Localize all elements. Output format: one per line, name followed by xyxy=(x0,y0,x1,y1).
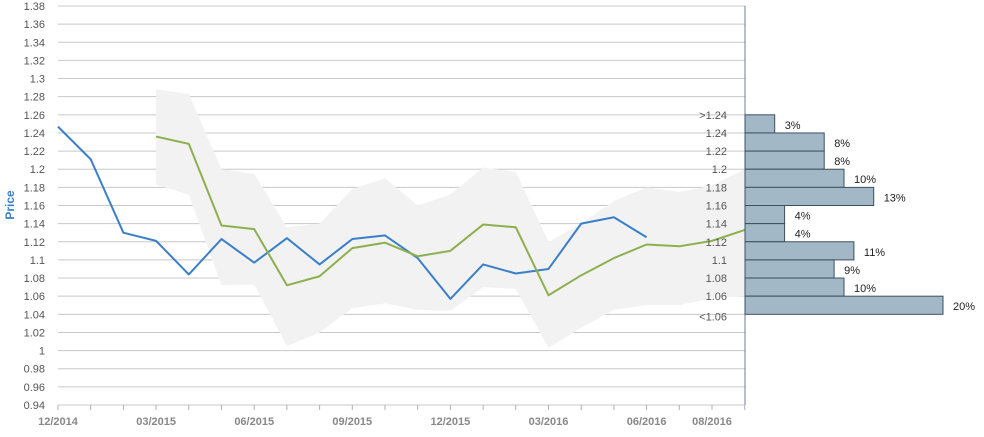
axes: 0.94 0.96 0.98 1 1.02 1.04 1.06 1.08 1.1 1.12 1.14… xyxy=(24,1,746,428)
y-tick-label: 1.16 xyxy=(24,201,45,213)
histogram-value-label: 4% xyxy=(795,211,811,223)
x-tick-label: 03/2015 xyxy=(136,416,176,428)
histogram-bin-label: 1.22 xyxy=(706,146,727,158)
histogram-bin-label: 1.2 xyxy=(712,164,727,176)
y-tick-label: 1 xyxy=(39,346,45,358)
histogram-value-label: 9% xyxy=(844,265,860,277)
histogram-bin-label: 1.1 xyxy=(712,255,727,267)
y-tick-label: 1.26 xyxy=(24,110,45,122)
histogram-bar xyxy=(744,186,875,206)
forecast-band-area xyxy=(156,89,745,348)
x-tick-label: 12/2014 xyxy=(38,416,79,428)
histogram-bar xyxy=(744,223,786,243)
x-tick-label: 06/2016 xyxy=(627,416,667,428)
series-line-2 xyxy=(155,135,746,297)
y-tick-label: 1.28 xyxy=(24,92,45,104)
y-tick-label: 1.3 xyxy=(30,74,45,86)
histogram-bar xyxy=(744,277,845,297)
histogram-bin-label: 1.12 xyxy=(706,237,727,249)
histogram-bin-label: 1.08 xyxy=(706,273,727,285)
histogram-value-label: 10% xyxy=(854,174,876,186)
histogram: >1.24 3% 1.24 8% 1.22 8% 1.2 10% 1.18 13% 1.16 4% 1.… xyxy=(699,110,975,323)
y-tick-label: 0.94 xyxy=(24,400,45,412)
histogram-value-label: 3% xyxy=(785,120,801,132)
y-tick-label: 1.18 xyxy=(24,182,45,194)
series-lines xyxy=(57,125,746,300)
y-tick-label: 1.06 xyxy=(24,291,45,303)
histogram-value-label: 13% xyxy=(884,192,906,204)
x-tick-label: 03/2016 xyxy=(529,416,569,428)
histogram-value-label: 8% xyxy=(834,156,850,168)
y-tick-label: 1.14 xyxy=(24,219,45,231)
y-tick-label: 0.96 xyxy=(24,382,45,394)
y-tick-label: 1.24 xyxy=(24,128,45,140)
y-tick-label: 1.38 xyxy=(24,1,45,13)
series-line-1 xyxy=(57,125,648,300)
histogram-bin-label: 1.14 xyxy=(706,219,727,231)
y-tick-label: 1.04 xyxy=(24,309,45,321)
y-tick-label: 1.08 xyxy=(24,273,45,285)
histogram-value-label: 4% xyxy=(795,229,811,241)
histogram-bar xyxy=(744,114,776,134)
y-tick-label: 1.12 xyxy=(24,237,45,249)
histogram-value-label: 10% xyxy=(854,283,876,295)
histogram-value-label: 20% xyxy=(953,301,975,313)
histogram-bin-label: 1.06 xyxy=(706,291,727,303)
histogram-bin-label: 1.16 xyxy=(706,201,727,213)
histogram-bin-label: 1.24 xyxy=(706,128,727,140)
y-tick-label: 1.22 xyxy=(24,146,45,158)
gridlines xyxy=(58,5,745,406)
forecast-band xyxy=(156,89,745,348)
x-tick-label: 09/2015 xyxy=(332,416,372,428)
y-tick-label: 1.34 xyxy=(24,37,45,49)
x-tick-label: 08/2016 xyxy=(692,416,732,428)
y-tick-label: 1.1 xyxy=(30,255,45,267)
histogram-bar xyxy=(744,241,855,261)
y-tick-label: 1.2 xyxy=(30,164,45,176)
histogram-value-label: 11% xyxy=(864,247,885,259)
x-tick-label: 12/2015 xyxy=(431,416,471,428)
histogram-bin-label: 1.18 xyxy=(706,182,727,194)
histogram-bar xyxy=(744,168,845,188)
histogram-bar xyxy=(744,259,835,279)
histogram-bar xyxy=(744,150,825,170)
histogram-bar xyxy=(744,205,786,225)
y-axis-label: Price xyxy=(3,190,17,220)
histogram-value-label: 8% xyxy=(834,138,850,150)
histogram-bin-label: <1.06 xyxy=(699,311,727,323)
x-tick-label: 06/2015 xyxy=(234,416,274,428)
histogram-bar xyxy=(744,295,944,315)
y-tick-label: 0.98 xyxy=(24,364,45,376)
histogram-bin-label: >1.24 xyxy=(699,110,727,122)
y-tick-label: 1.36 xyxy=(24,19,45,31)
y-tick-label: 1.02 xyxy=(24,327,45,339)
histogram-bar xyxy=(744,132,825,152)
y-tick-label: 1.32 xyxy=(24,55,45,67)
